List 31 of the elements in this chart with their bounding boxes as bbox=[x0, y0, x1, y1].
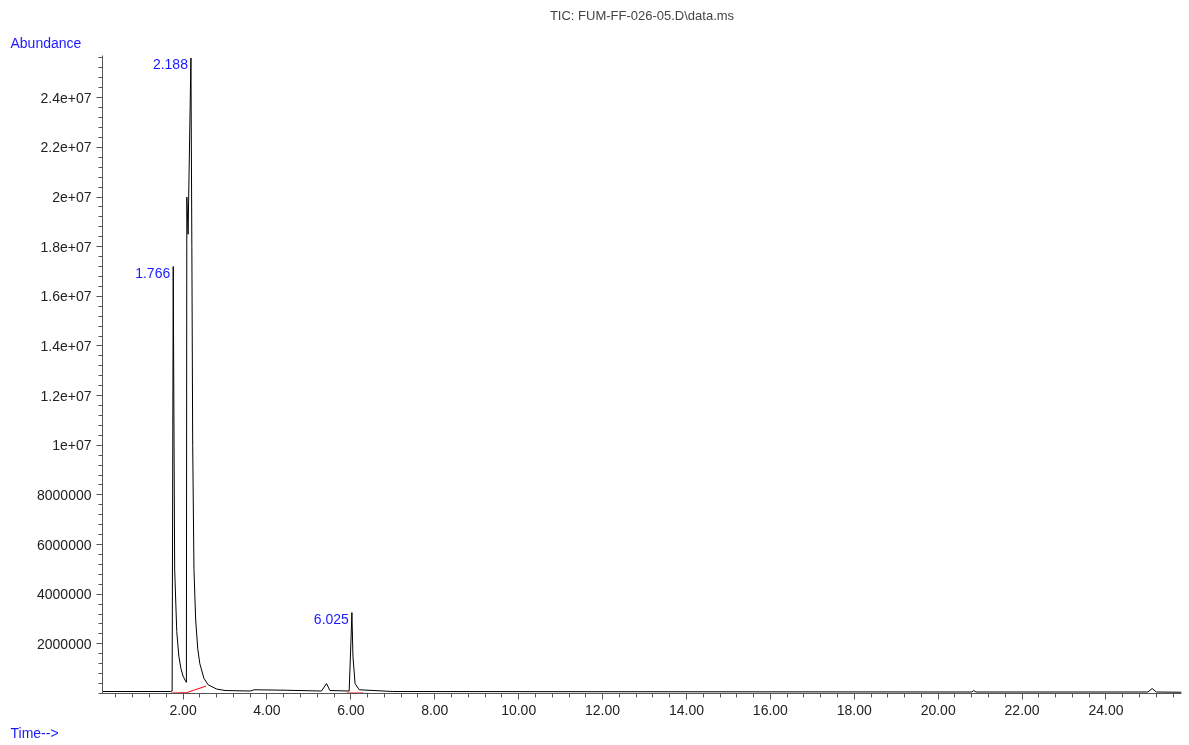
x-tick-label: 2.00 bbox=[169, 701, 197, 718]
x-tick-label: 14.00 bbox=[668, 701, 705, 718]
x-tick-label: 16.00 bbox=[752, 701, 789, 718]
chart-title: TIC: FUM-FF-026-05.D\data.ms bbox=[549, 7, 735, 23]
x-tick-label: 18.00 bbox=[836, 701, 873, 718]
x-tick-label: 22.00 bbox=[1004, 701, 1040, 718]
y-tick-label: 2.4e+07 bbox=[40, 89, 92, 106]
y-tick-label: 2.2e+07 bbox=[40, 139, 92, 156]
y-tick-label: 1.6e+07 bbox=[40, 288, 92, 305]
y-tick-label: 1.8e+07 bbox=[40, 238, 92, 255]
x-tick-label: 20.00 bbox=[920, 701, 956, 718]
y-axis-title: Abundance bbox=[10, 34, 82, 51]
x-tick-label: 10.00 bbox=[501, 701, 537, 718]
x-tick-label: 4.00 bbox=[253, 701, 281, 718]
y-tick-label: 6000000 bbox=[37, 536, 92, 553]
y-tick-label: 2e+07 bbox=[52, 189, 92, 205]
x-tick-label: 12.00 bbox=[585, 701, 621, 718]
x-tick-label: 6.00 bbox=[337, 701, 365, 718]
y-tick-label: 8000000 bbox=[37, 486, 92, 503]
y-tick-label: 1.2e+07 bbox=[40, 387, 92, 404]
y-tick-label: 4000000 bbox=[37, 586, 92, 603]
x-axis-title: Time--> bbox=[10, 724, 59, 741]
line-series bbox=[102, 57, 1182, 693]
y-tick-label: 1e+07 bbox=[52, 437, 92, 454]
y-tick-label: 1.4e+07 bbox=[40, 337, 92, 354]
x-tick-label: 8.00 bbox=[421, 701, 449, 718]
x-tick-label: 24.00 bbox=[1088, 701, 1124, 718]
annotation: 1.766 bbox=[135, 264, 171, 281]
annotation: 6.025 bbox=[313, 610, 350, 627]
annotation: 2.188 bbox=[152, 55, 189, 72]
y-tick-label: 2000000 bbox=[37, 635, 92, 652]
